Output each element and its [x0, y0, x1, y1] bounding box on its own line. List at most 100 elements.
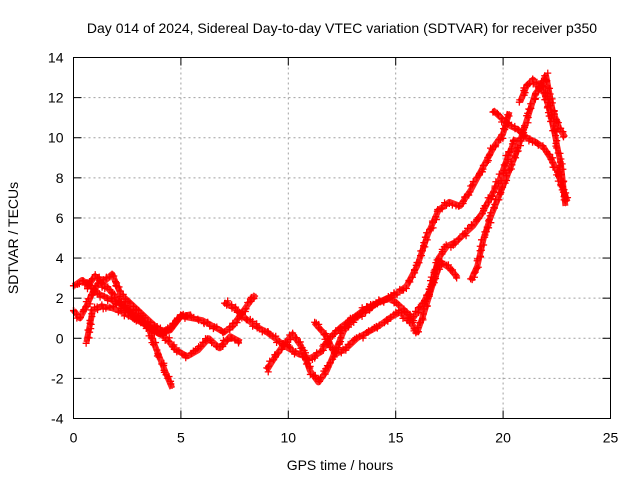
y-tick-label: 10 [48, 130, 64, 146]
plus-marker [182, 354, 190, 362]
plus-marker [173, 314, 181, 322]
plus-marker [141, 314, 149, 322]
series-track-e [221, 110, 513, 364]
plus-marker [362, 309, 370, 317]
plus-marker [438, 204, 446, 212]
plus-marker [87, 276, 95, 284]
data-point [564, 137, 566, 139]
plus-marker [421, 233, 429, 241]
plus-marker [512, 154, 520, 162]
plus-marker [461, 230, 469, 238]
plus-marker [213, 323, 221, 331]
data-point [244, 317, 246, 319]
plus-marker [481, 202, 489, 210]
plus-marker [524, 109, 532, 117]
series-track-g [311, 257, 461, 358]
plus-marker [453, 274, 461, 282]
plus-marker [486, 150, 494, 158]
plus-marker [137, 319, 145, 327]
plus-marker [159, 330, 167, 338]
plus-marker [125, 306, 133, 314]
y-tick-label: 4 [56, 250, 64, 266]
plus-marker [448, 201, 456, 209]
plus-marker [104, 297, 112, 305]
plus-marker [96, 277, 104, 285]
plus-marker [167, 380, 175, 388]
data-point [472, 225, 474, 227]
plus-marker [490, 108, 498, 116]
plus-marker [149, 341, 157, 349]
plus-marker [159, 331, 167, 339]
plus-marker [520, 122, 528, 130]
plus-marker [232, 303, 240, 311]
plus-marker [274, 349, 282, 357]
axis-ticks: 0 5 10 15 20 25 -4 -2 0 2 4 6 8 10 12 14 [48, 50, 619, 446]
plus-marker [481, 228, 489, 236]
plus-marker [83, 285, 91, 293]
plus-marker [122, 308, 129, 316]
plus-marker [337, 349, 345, 357]
plus-marker [183, 312, 191, 320]
plus-marker [358, 312, 366, 320]
plus-marker [556, 149, 564, 157]
plus-marker [539, 83, 547, 91]
plus-marker [521, 132, 529, 140]
plus-marker [559, 188, 567, 196]
data-point [352, 319, 354, 321]
plus-marker [199, 338, 207, 346]
y-tick-label: 8 [56, 170, 64, 186]
plus-marker [155, 353, 163, 361]
x-axis-title: GPS time / hours [287, 457, 394, 473]
plus-marker [505, 112, 513, 120]
plus-marker [491, 182, 499, 190]
data-point [502, 133, 504, 135]
data-point [509, 111, 511, 113]
plus-marker [466, 188, 474, 196]
plus-marker [286, 344, 294, 352]
data-point [567, 201, 569, 203]
y-tick-label: -4 [51, 411, 64, 427]
plus-marker [498, 131, 506, 139]
plus-marker [167, 323, 175, 331]
chart-title: Day 014 of 2024, Sidereal Day-to-day VTE… [87, 20, 597, 36]
plus-marker [102, 304, 110, 312]
plus-marker [313, 349, 321, 357]
plus-marker [526, 135, 534, 143]
plus-marker [552, 132, 560, 140]
data-point [545, 75, 547, 77]
plus-marker [539, 142, 547, 150]
plus-marker [126, 299, 134, 307]
plus-marker [504, 111, 512, 119]
plus-marker [487, 209, 495, 217]
plus-marker [515, 126, 523, 134]
plus-marker [470, 269, 478, 277]
plus-marker [218, 340, 226, 348]
data-point [470, 189, 472, 191]
plus-marker [161, 336, 169, 344]
plus-marker [469, 178, 477, 186]
plus-marker [527, 100, 535, 108]
plus-marker [538, 82, 546, 90]
data-point [240, 341, 242, 343]
plus-marker [533, 78, 541, 86]
x-tick-label: 5 [177, 430, 185, 446]
plus-marker [468, 181, 476, 189]
plus-marker [223, 336, 231, 344]
plus-marker [195, 316, 203, 324]
plus-marker [476, 242, 484, 250]
plus-marker [292, 334, 300, 342]
data-point [326, 369, 328, 371]
x-tick-label: 20 [495, 430, 511, 446]
plus-marker [499, 183, 507, 191]
plus-marker [414, 304, 422, 312]
data-point [388, 317, 390, 319]
data-point [457, 277, 459, 279]
plus-marker [474, 263, 482, 271]
plus-marker [322, 330, 330, 338]
plus-marker [553, 144, 561, 152]
plus-marker [511, 122, 519, 130]
plus-marker [79, 277, 87, 285]
plus-marker [110, 303, 118, 311]
plus-marker [119, 290, 127, 298]
data-point [255, 293, 257, 295]
